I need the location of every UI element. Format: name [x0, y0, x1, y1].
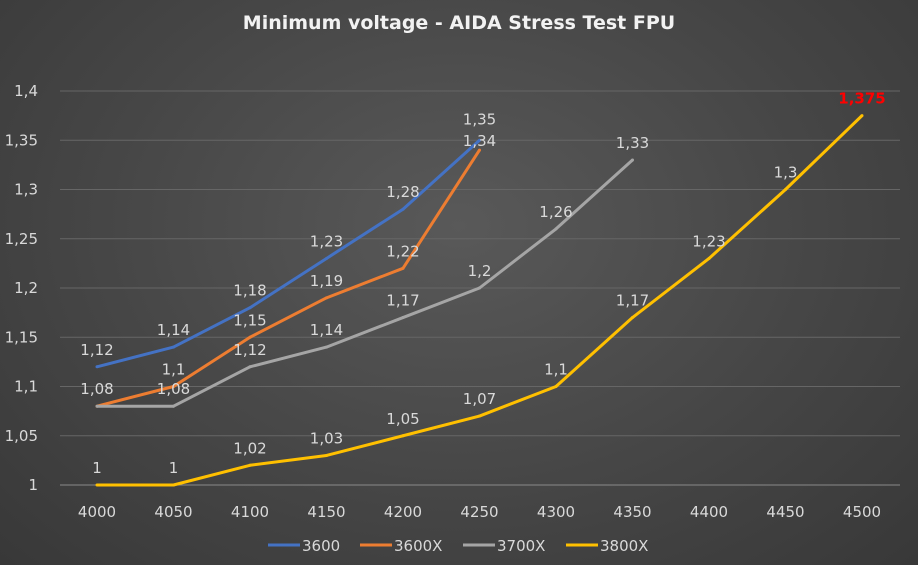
data-point — [554, 385, 558, 388]
x-tick-label: 4100 — [231, 503, 269, 521]
data-point — [248, 365, 252, 369]
data-point — [478, 138, 481, 142]
data-point — [631, 158, 634, 162]
legend-entry: 3700X — [497, 537, 545, 555]
data-point — [325, 345, 328, 349]
legend-entry: 3600X — [394, 537, 442, 555]
data-label: 1,08 — [80, 380, 113, 398]
data-point — [325, 256, 328, 260]
data-label: 1 — [169, 459, 179, 477]
data-point — [248, 335, 252, 339]
legend-entry: 3800X — [600, 537, 648, 555]
data-label: 1,19 — [310, 272, 343, 290]
chart-title: Minimum voltage - AIDA Stress Test FPU — [243, 12, 675, 34]
y-tick-label: 1,05 — [5, 427, 38, 445]
data-label: 1,375 — [838, 90, 885, 108]
data-point — [784, 188, 787, 191]
x-tick-label: 4500 — [843, 503, 881, 521]
y-tick-label: 1,25 — [5, 230, 38, 248]
data-point — [95, 365, 99, 369]
x-tick-label: 4150 — [307, 503, 345, 521]
data-point — [172, 385, 175, 388]
data-point — [401, 434, 405, 438]
data-label: 1,12 — [233, 341, 266, 359]
y-tick-label: 1 — [28, 476, 38, 494]
data-point — [95, 404, 99, 408]
x-tick-label: 4350 — [613, 503, 651, 521]
y-tick-label: 1,1 — [14, 378, 38, 396]
x-tick-label: 4250 — [460, 503, 498, 521]
data-label: 1,08 — [157, 380, 190, 398]
data-label: 1,03 — [310, 429, 343, 447]
data-point — [554, 227, 558, 231]
data-label: 1,05 — [386, 410, 419, 428]
data-label: 1,28 — [386, 183, 419, 201]
data-label: 1,1 — [544, 361, 568, 379]
data-label: 1,2 — [468, 262, 492, 280]
data-label: 1,17 — [616, 292, 649, 310]
data-point — [325, 453, 328, 457]
data-label: 1,26 — [539, 203, 572, 221]
data-label: 1,07 — [463, 390, 496, 408]
data-label: 1,02 — [233, 439, 266, 457]
legend-entry: 3600 — [302, 537, 340, 555]
data-point — [248, 306, 252, 310]
series-line-3600 — [96, 139, 481, 369]
data-label: 1,22 — [386, 242, 419, 260]
data-point — [95, 483, 99, 487]
x-tick-label: 4300 — [537, 503, 575, 521]
data-point — [707, 256, 711, 260]
data-point — [401, 266, 405, 270]
data-point — [325, 296, 328, 300]
data-label: 1,1 — [162, 361, 186, 379]
data-label: 1,3 — [774, 164, 798, 182]
data-label: 1,14 — [157, 321, 190, 339]
y-tick-label: 1,15 — [5, 328, 38, 346]
data-point — [248, 463, 252, 467]
data-point — [401, 207, 405, 211]
data-point — [478, 286, 481, 290]
data-label: 1,34 — [463, 132, 496, 150]
y-tick-label: 1,35 — [5, 131, 38, 149]
x-tick-label: 4450 — [766, 503, 804, 521]
data-point — [172, 345, 175, 349]
x-tick-label: 4400 — [690, 503, 728, 521]
data-point — [478, 414, 481, 418]
x-tick-label: 4000 — [78, 503, 116, 521]
data-label: 1,14 — [310, 321, 343, 339]
data-point — [172, 483, 175, 487]
data-label: 1,33 — [616, 134, 649, 152]
series-line-3800X — [97, 114, 864, 487]
x-tick-label: 4050 — [154, 503, 192, 521]
data-point — [401, 316, 405, 320]
data-point — [631, 316, 634, 320]
x-tick-label: 4200 — [384, 503, 422, 521]
data-label: 1,35 — [463, 110, 496, 128]
y-tick-label: 1,3 — [14, 181, 38, 199]
y-tick-label: 1,2 — [14, 279, 38, 297]
data-label: 1 — [92, 459, 102, 477]
data-label: 1,17 — [386, 292, 419, 310]
series-line-3700X — [97, 158, 634, 408]
data-point — [860, 114, 864, 118]
y-tick-label: 1,4 — [14, 82, 38, 100]
data-label: 1,23 — [692, 232, 725, 250]
data-point — [478, 148, 481, 152]
data-label: 1,18 — [233, 282, 266, 300]
series-line-3600X — [96, 149, 481, 408]
data-point — [172, 404, 175, 408]
data-label: 1,15 — [233, 311, 266, 329]
data-label: 1,23 — [310, 232, 343, 250]
data-label: 1,12 — [80, 341, 113, 359]
